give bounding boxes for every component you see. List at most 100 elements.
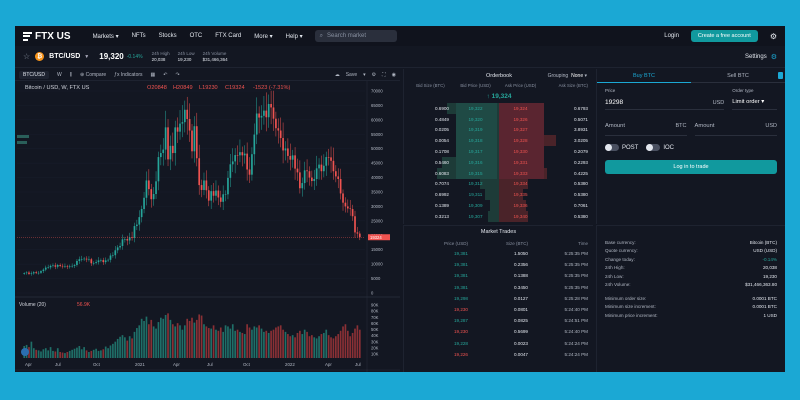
bid-depth-bar bbox=[484, 189, 499, 201]
amount-btc-field[interactable]: Amount BTC bbox=[605, 120, 687, 136]
indicators-button[interactable]: ƒx Indicators bbox=[114, 71, 143, 78]
volume-bar bbox=[40, 351, 42, 358]
order-type-field[interactable]: Order type Limit order ▾ bbox=[732, 88, 777, 110]
price-input[interactable]: 19298 bbox=[605, 99, 624, 106]
redo-icon[interactable]: ↷ bbox=[175, 71, 180, 78]
candle-body bbox=[193, 126, 196, 152]
volume-bar bbox=[85, 350, 88, 358]
candle-body bbox=[183, 109, 186, 123]
nav-link-item[interactable]: OTC bbox=[189, 32, 203, 39]
price-field[interactable]: Price 19298 USD bbox=[605, 88, 725, 110]
orderbook-row[interactable]: 0.3213 19,307 19,340 0.5380 bbox=[404, 210, 594, 222]
volume-bar bbox=[279, 325, 282, 358]
login-link[interactable]: Login bbox=[664, 33, 679, 39]
price-row: Price 19298 USD Order type Limit order ▾ bbox=[597, 88, 785, 110]
ask-size: 0.2293 bbox=[573, 159, 588, 165]
candle-body bbox=[308, 171, 311, 178]
gear-icon[interactable]: ⚙ bbox=[769, 31, 777, 41]
orderbook-row[interactable]: 0.1708 19,317 19,330 0.2079 bbox=[404, 146, 594, 157]
amount-btc-input[interactable]: Amount bbox=[605, 123, 625, 129]
ask-price: 19,326 bbox=[513, 116, 528, 122]
orderbook-row[interactable]: 0.0205 19,319 19,327 3.8931 bbox=[404, 124, 594, 136]
fullscreen-icon[interactable]: ⛶ bbox=[382, 71, 386, 78]
volume-bar bbox=[253, 326, 256, 358]
camera-icon[interactable]: ◉ bbox=[391, 71, 396, 78]
trade-price: 19,298 bbox=[453, 295, 468, 301]
pair-selector[interactable]: BTC/USD bbox=[49, 53, 81, 60]
info-value: USD (USD) bbox=[753, 248, 777, 254]
orderbook-row[interactable]: 0.4849 19,320 19,326 0.5071 bbox=[404, 113, 594, 125]
create-account-button[interactable]: Create a free account bbox=[690, 30, 758, 42]
orderbook-row[interactable]: 0.1389 19,309 19,336 0.7061 bbox=[404, 200, 594, 211]
chart-symbol-tab[interactable]: BTC/USD bbox=[19, 70, 49, 79]
order-type-select[interactable]: Limit order ▾ bbox=[732, 99, 765, 105]
candle-type-icon[interactable]: ⫼ bbox=[69, 71, 72, 78]
candle-body bbox=[291, 155, 294, 160]
orderbook-row[interactable]: 0.6083 19,315 19,333 0.4225 bbox=[404, 167, 594, 179]
grouping-selector[interactable]: Grouping None ▾ bbox=[547, 73, 587, 79]
tab-sell[interactable]: Sell BTC bbox=[691, 69, 785, 83]
volume-bar bbox=[346, 330, 349, 358]
trade-size: 0.0801 bbox=[513, 307, 528, 313]
nav-link-item[interactable]: Markets ▾ bbox=[92, 33, 119, 40]
bid-size: 0.6900 bbox=[434, 105, 449, 111]
x-tick-label: 2021 bbox=[135, 362, 145, 367]
info-value: Bitcoin (BTC) bbox=[749, 239, 777, 245]
nav-links: Markets ▾ NFTs Stocks OTC FTX Card More ▾ Help… bbox=[93, 33, 303, 40]
orderbook-row[interactable]: 0.6900 19,322 19,324 0.6793 bbox=[404, 103, 594, 114]
search-input[interactable]: Search market bbox=[327, 33, 367, 39]
candle-body bbox=[267, 103, 270, 118]
volume-bar bbox=[193, 322, 196, 358]
volume-bar bbox=[243, 334, 246, 358]
candle-body bbox=[339, 179, 342, 194]
settings-button[interactable]: Settings ⚙ bbox=[745, 53, 777, 61]
compare-button[interactable]: ⊕ Compare bbox=[80, 71, 107, 78]
star-icon[interactable]: ☆ bbox=[23, 52, 31, 61]
nav-link-item[interactable]: More ▾ bbox=[254, 33, 273, 40]
toggle-switch[interactable] bbox=[605, 144, 619, 151]
candle-body bbox=[155, 181, 157, 195]
ftx-logo[interactable]: FTX US bbox=[23, 31, 71, 42]
nav-link-item[interactable]: Help ▾ bbox=[285, 33, 303, 40]
interval-selector[interactable]: W bbox=[56, 71, 62, 78]
volume-bar bbox=[255, 327, 258, 358]
chevron-down-icon[interactable]: ▼ bbox=[84, 53, 90, 60]
chevron-down-icon[interactable]: ▾ bbox=[363, 71, 366, 78]
orderbook-column-header: Bid Size (BTC) bbox=[416, 83, 445, 88]
orderbook-row[interactable]: 0.7074 19,312 19,334 0.5380 bbox=[404, 178, 594, 190]
login-to-trade-button[interactable]: Log in to trade bbox=[605, 160, 777, 174]
orderbook-row[interactable]: 0.6992 19,311 19,335 0.5380 bbox=[404, 189, 594, 201]
ask-price: 19,327 bbox=[513, 127, 528, 133]
bid-price-highlight bbox=[456, 103, 497, 114]
candle-body bbox=[222, 194, 225, 202]
nav-link-item[interactable]: Stocks bbox=[158, 32, 177, 39]
ioc-toggle[interactable]: IOC bbox=[646, 144, 674, 151]
post-toggle[interactable]: POST bbox=[605, 144, 638, 151]
ask-price: 19,340 bbox=[513, 213, 528, 219]
layout-icon[interactable]: ▦ bbox=[150, 71, 156, 78]
order-type-label: Order type bbox=[732, 88, 754, 93]
tab-buy[interactable]: Buy BTC bbox=[597, 69, 691, 83]
amount-usd-field[interactable]: Amount USD bbox=[694, 120, 777, 136]
trades-columns: Price (USD) Size (BTC) Time bbox=[404, 238, 593, 248]
toggle-switch[interactable] bbox=[646, 144, 661, 151]
y-tick-label: 55000 bbox=[371, 132, 383, 137]
drawing-marker bbox=[17, 141, 27, 144]
candle-body bbox=[299, 172, 301, 189]
cloud-icon[interactable]: ☁ bbox=[334, 71, 340, 78]
nav-link-item[interactable]: NFTs bbox=[131, 32, 146, 39]
document-icon[interactable] bbox=[778, 72, 783, 79]
orderbook-row[interactable]: 0.0054 19,318 19,328 3.0205 bbox=[404, 135, 594, 147]
amount-usd-input[interactable]: Amount bbox=[694, 123, 715, 129]
settings-icon[interactable]: ⚙ bbox=[371, 71, 377, 78]
nav-link-item[interactable]: FTX Card bbox=[215, 32, 242, 39]
ask-price: 19,336 bbox=[513, 203, 528, 209]
volume-bar bbox=[76, 347, 78, 358]
save-button[interactable]: Save bbox=[345, 71, 358, 78]
undo-icon[interactable]: ↶ bbox=[163, 71, 168, 78]
volume-tick-label: 30K bbox=[371, 339, 379, 344]
orderbook-row[interactable]: 0.5460 19,316 19,331 0.2293 bbox=[404, 156, 594, 168]
volume-tick-label: 80K bbox=[371, 309, 379, 314]
search-box[interactable]: ⌕ Search market bbox=[314, 30, 397, 42]
price-chart[interactable]: 7000065000600005500050000450004000035000… bbox=[15, 81, 400, 372]
